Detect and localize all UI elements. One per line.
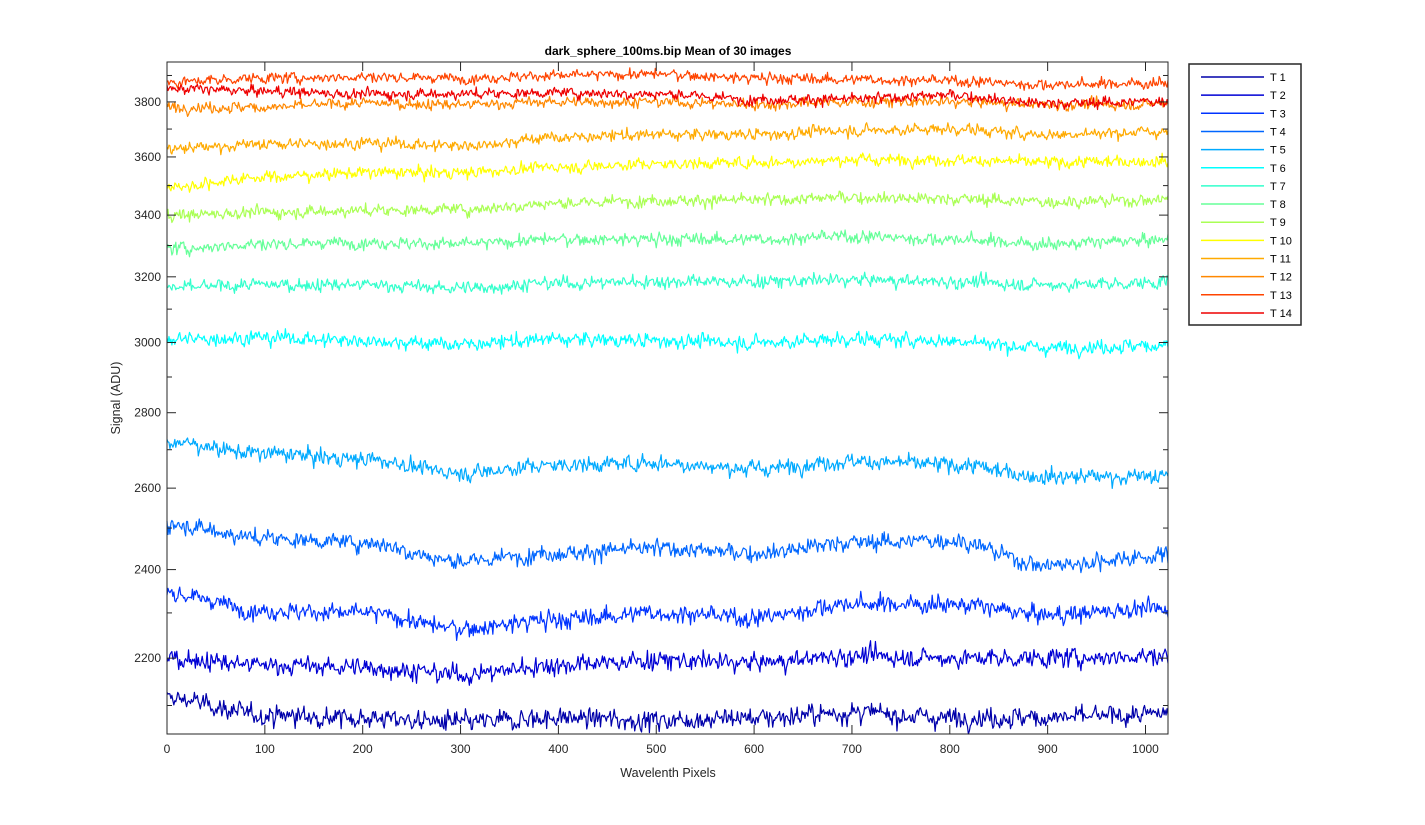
series-line-8 — [166, 229, 1169, 258]
x-tick-label: 800 — [940, 742, 960, 756]
series-line-7 — [166, 271, 1169, 295]
y-tick-label: 2200 — [134, 651, 161, 665]
x-tick-label: 700 — [842, 742, 862, 756]
x-tick-label: 200 — [353, 742, 373, 756]
x-tick-label: 300 — [451, 742, 471, 756]
series-line-11 — [166, 122, 1169, 156]
legend-label: T 10 — [1270, 235, 1292, 247]
series-line-14 — [166, 83, 1169, 111]
series-line-6 — [166, 328, 1169, 360]
series-line-13 — [166, 67, 1169, 91]
legend-label: T 9 — [1270, 217, 1286, 229]
legend-label: T 7 — [1270, 181, 1286, 193]
x-tick-label: 500 — [646, 742, 666, 756]
legend-label: T 5 — [1270, 145, 1286, 157]
y-tick-label: 3600 — [134, 150, 161, 164]
series-line-3 — [166, 586, 1169, 642]
y-tick-label: 3800 — [134, 95, 161, 109]
legend-label: T 4 — [1270, 126, 1286, 138]
legend: T 1 T 2 T 3 T 4 T 5 T 6 T 7 T 8 T 9 T 10 T 11 T 12 T… — [1188, 63, 1302, 326]
series-line-9 — [166, 190, 1169, 224]
y-axis-label: Signal (ADU) — [109, 362, 123, 435]
x-tick-label: 400 — [548, 742, 568, 756]
x-tick-label: 900 — [1038, 742, 1058, 756]
legend-label: T 14 — [1270, 308, 1292, 320]
series-line-12 — [166, 94, 1169, 118]
series-line-2 — [166, 640, 1169, 686]
x-tick-label: 1000 — [1132, 742, 1159, 756]
series-layer — [166, 67, 1169, 735]
y-tick-label: 3400 — [134, 208, 161, 222]
x-tick-label: 600 — [744, 742, 764, 756]
y-tick-label: 2400 — [134, 563, 161, 577]
series-line-4 — [166, 518, 1169, 574]
plot-area — [166, 61, 1169, 735]
x-tick-labels: 0 100 200 300 400 500 600 700 800 900 1000 — [164, 742, 1160, 756]
y-tick-label: 3200 — [134, 270, 161, 284]
series-line-5 — [166, 437, 1169, 490]
series-line-10 — [166, 152, 1169, 193]
legend-box — [1188, 63, 1302, 326]
legend-label: T 8 — [1270, 199, 1286, 211]
y-tick-label: 2800 — [134, 406, 161, 420]
legend-label: T 6 — [1270, 163, 1286, 175]
legend-label: T 12 — [1270, 272, 1292, 284]
y-tick-labels: 2200 2400 2600 2800 3000 3200 3400 3600 3800 — [134, 95, 161, 665]
legend-items: T 1 T 2 T 3 T 4 T 5 T 6 T 7 T 8 T 9 T 10 T 11 T 12 T… — [1201, 72, 1292, 320]
series-line-1 — [166, 691, 1169, 735]
y-tick-label: 3000 — [134, 335, 161, 349]
x-tick-label: 0 — [164, 742, 171, 756]
x-tick-label: 100 — [255, 742, 275, 756]
legend-label: T 3 — [1270, 108, 1286, 120]
axes-box — [166, 61, 1169, 735]
legend-label: T 1 — [1270, 72, 1286, 84]
y-tick-label: 2600 — [134, 481, 161, 495]
tick-layer — [166, 62, 1168, 734]
legend-label: T 11 — [1270, 254, 1291, 266]
x-axis-label: Wavelenth Pixels — [620, 766, 715, 780]
legend-label: T 2 — [1270, 90, 1286, 102]
legend-label: T 13 — [1270, 290, 1292, 302]
chart-title: dark_sphere_100ms.bip Mean of 30 images — [545, 44, 792, 58]
